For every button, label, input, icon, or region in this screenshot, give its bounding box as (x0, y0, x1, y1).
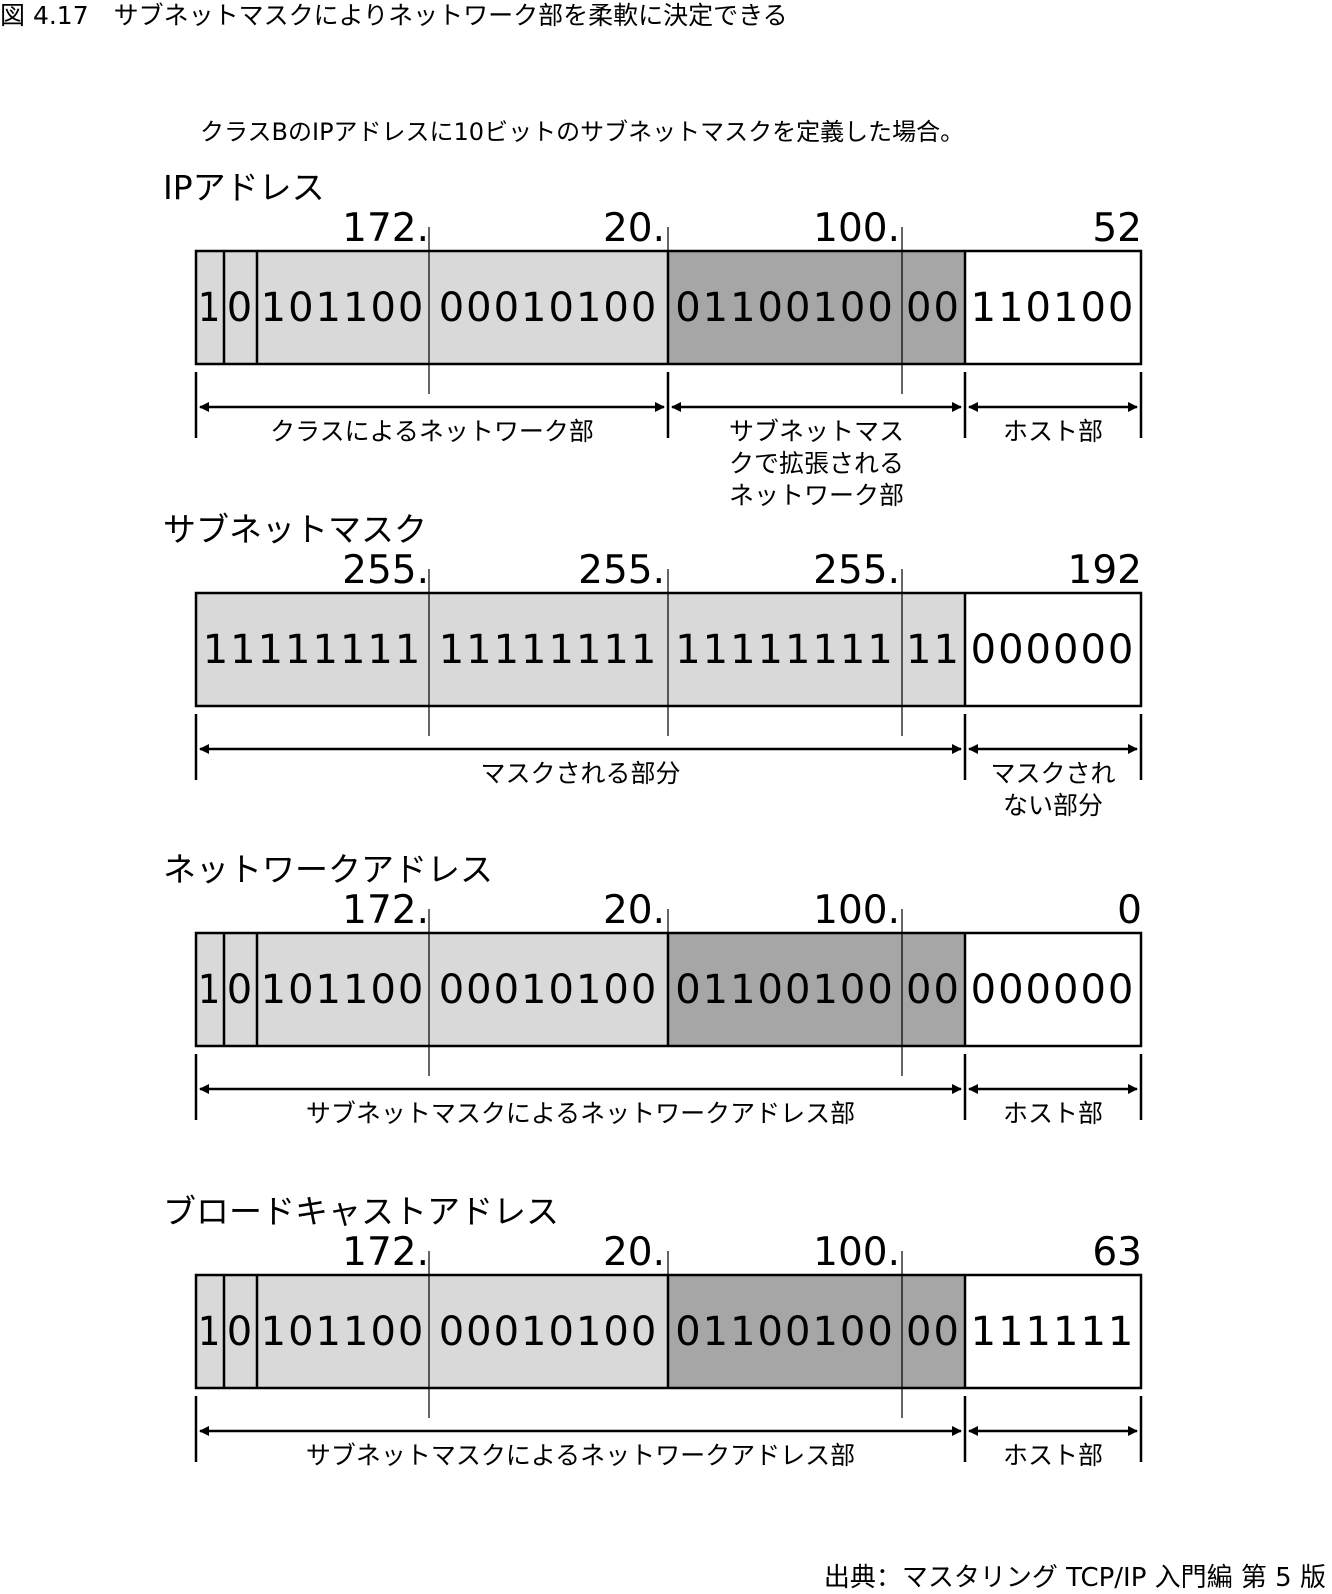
bit-group: 00010100 (439, 1309, 659, 1355)
octet-value: 20. (603, 888, 665, 933)
octet-value: 20. (603, 206, 665, 251)
octet-value: 0 (1117, 888, 1142, 933)
bit-group: 101100 (261, 967, 426, 1013)
bit-group: 11111111 (675, 627, 895, 673)
bit-group: 1 (198, 967, 222, 1013)
bit-group: 110100 (971, 285, 1136, 331)
bit-group: 00 (906, 285, 961, 331)
range-label: サブネットマスクによるネットワークアドレス部 (306, 1099, 855, 1128)
octet-value: 100. (813, 888, 900, 933)
bit-region (668, 933, 965, 1046)
bit-region (965, 933, 1141, 1046)
bit-group: 11 (906, 627, 961, 673)
source-credit: 出典：マスタリング TCP/IP 入門編 第 5 版 (824, 1563, 1326, 1593)
bit-group: 111111 (971, 1309, 1136, 1355)
octet-value: 192 (1068, 548, 1142, 593)
bit-region (196, 251, 668, 364)
octet-value: 172. (342, 888, 429, 933)
section-title: ネットワークアドレス (163, 850, 493, 889)
range-label: サブネットマスクによるネットワークアドレス部 (306, 1441, 855, 1470)
bit-group: 00 (906, 1309, 961, 1355)
section-title: ブロードキャストアドレス (163, 1192, 559, 1231)
range-label: マスクされる部分 (480, 759, 680, 788)
bit-group: 1 (198, 1309, 222, 1355)
bit-group: 0 (227, 285, 254, 331)
range-label: サブネットマス (729, 417, 904, 446)
bit-group: 101100 (261, 1309, 426, 1355)
bit-region (965, 251, 1141, 364)
bit-group: 101100 (261, 285, 426, 331)
bit-group: 1 (198, 285, 222, 331)
bit-group: 01100100 (675, 967, 895, 1013)
bit-region (196, 1275, 668, 1388)
octet-value: 255. (813, 548, 900, 593)
bit-region (965, 1275, 1141, 1388)
bit-region (196, 933, 668, 1046)
range-label: ホスト部 (1003, 417, 1103, 446)
octet-value: 172. (342, 1230, 429, 1275)
octet-value: 255. (342, 548, 429, 593)
octet-value: 100. (813, 1230, 900, 1275)
bit-group: 000000 (971, 627, 1136, 673)
bit-region (196, 593, 965, 706)
figure-title: 図 4.17 サブネットマスクによりネットワーク部を柔軟に決定できる (0, 1, 788, 30)
octet-value: 100. (813, 206, 900, 251)
bit-group: 0 (227, 1309, 254, 1355)
bit-group: 000000 (971, 967, 1136, 1013)
range-label: クで拡張される (729, 449, 904, 478)
range-label: ホスト部 (1003, 1099, 1103, 1128)
bit-region (668, 1275, 965, 1388)
bit-group: 00010100 (439, 967, 659, 1013)
bit-region (668, 251, 965, 364)
range-label: ネットワーク部 (729, 481, 904, 510)
bit-group: 00010100 (439, 285, 659, 331)
range-label: マスクされ (990, 759, 1115, 788)
section-title: サブネットマスク (163, 510, 427, 549)
range-label: ない部分 (1003, 791, 1103, 820)
bit-group: 11111111 (439, 627, 659, 673)
section-title: IPアドレス (163, 168, 325, 207)
octet-value: 255. (578, 548, 665, 593)
range-label: ホスト部 (1003, 1441, 1103, 1470)
section-1: IPアドレス 172. 20. 100. 52 1 0 101100 00010100 01100… (163, 168, 1143, 510)
bit-group: 11111111 (203, 627, 423, 673)
bit-group: 01100100 (675, 1309, 895, 1355)
figure-subtitle: クラスBのIPアドレスに10ビットのサブネットマスクを定義した場合。 (200, 118, 964, 146)
bit-group: 01100100 (675, 285, 895, 331)
bit-group: 0 (227, 967, 254, 1013)
octet-value: 63 (1092, 1230, 1142, 1275)
bit-group: 00 (906, 967, 961, 1013)
octet-value: 52 (1092, 206, 1142, 251)
octet-value: 20. (603, 1230, 665, 1275)
range-label: クラスによるネットワーク部 (270, 417, 594, 446)
bit-region (965, 593, 1141, 706)
octet-value: 172. (342, 206, 429, 251)
